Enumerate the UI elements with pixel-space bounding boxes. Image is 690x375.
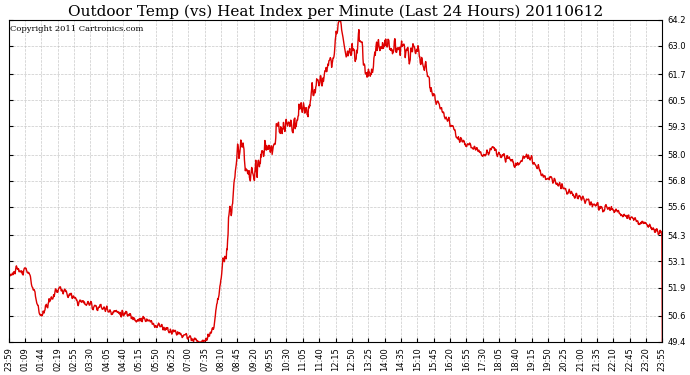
Title: Outdoor Temp (vs) Heat Index per Minute (Last 24 Hours) 20110612: Outdoor Temp (vs) Heat Index per Minute … [68, 4, 603, 18]
Text: Copyright 2011 Cartronics.com: Copyright 2011 Cartronics.com [10, 24, 144, 33]
